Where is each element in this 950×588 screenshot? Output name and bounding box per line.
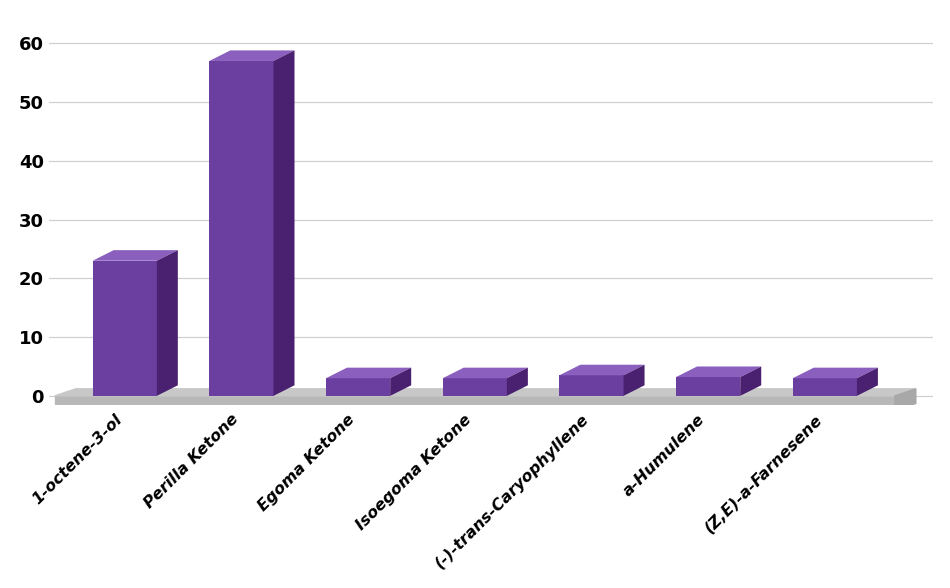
Polygon shape bbox=[560, 365, 644, 375]
Polygon shape bbox=[55, 396, 895, 410]
Polygon shape bbox=[326, 368, 411, 378]
Polygon shape bbox=[857, 368, 878, 396]
Polygon shape bbox=[209, 61, 274, 396]
Polygon shape bbox=[792, 368, 878, 378]
Polygon shape bbox=[623, 365, 644, 396]
Polygon shape bbox=[93, 260, 157, 396]
Polygon shape bbox=[274, 51, 294, 396]
Polygon shape bbox=[740, 366, 761, 396]
Polygon shape bbox=[443, 378, 507, 396]
Polygon shape bbox=[443, 368, 528, 378]
Polygon shape bbox=[895, 389, 916, 410]
Polygon shape bbox=[55, 389, 916, 396]
Polygon shape bbox=[157, 250, 178, 396]
Polygon shape bbox=[507, 368, 528, 396]
Polygon shape bbox=[676, 366, 761, 377]
Polygon shape bbox=[209, 51, 294, 61]
Polygon shape bbox=[390, 368, 411, 396]
Polygon shape bbox=[326, 378, 390, 396]
Polygon shape bbox=[792, 378, 857, 396]
Polygon shape bbox=[93, 250, 178, 260]
Polygon shape bbox=[560, 375, 623, 396]
Polygon shape bbox=[676, 377, 740, 396]
